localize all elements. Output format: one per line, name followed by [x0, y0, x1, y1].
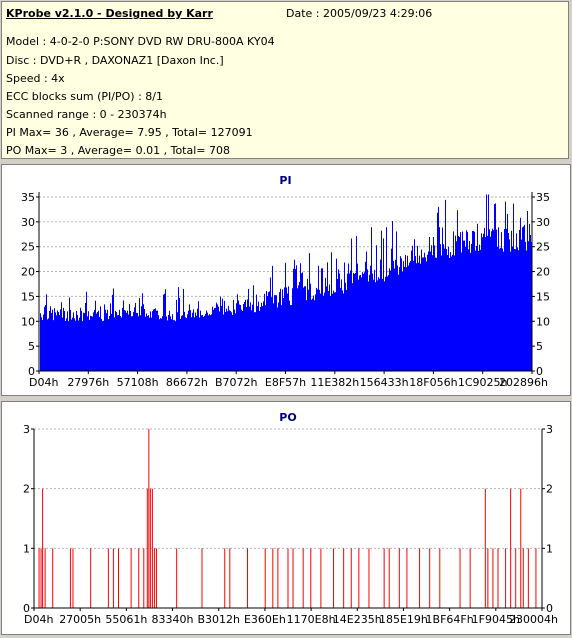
info-model: Model : 4-0-2-0 P:SONY DVD RW DRU-800A K…: [6, 35, 275, 48]
pi-series: [40, 194, 532, 371]
scan-date: Date : 2005/09/23 4:29:06: [286, 7, 433, 20]
x-tick-label: D04h: [24, 613, 53, 626]
y-tick-label-right: 10: [536, 315, 550, 328]
x-tick-label: D04h: [29, 376, 58, 389]
y-tick-label-right: 5: [536, 340, 543, 353]
x-tick-label: 1C9025h: [458, 376, 508, 389]
x-tick-label: 86672h: [166, 376, 208, 389]
x-tick-label: 57108h: [117, 376, 159, 389]
x-tick-label: 18F056h: [409, 376, 457, 389]
y-tick-label-left: 20: [21, 266, 35, 279]
y-tick-label-right: 0: [536, 365, 543, 378]
pi-chart: PI 0 0 5 5 10 10 15 15 20 20 25 25 30 30 35 35 D04h 27976h…: [21, 174, 550, 389]
y-tick-label-right: 15: [536, 290, 550, 303]
y-tick-label-right: 0: [546, 602, 553, 615]
y-tick-label-left: 5: [28, 340, 35, 353]
y-tick-label-right: 25: [536, 241, 550, 254]
x-tick-label: 185E19h: [379, 613, 428, 626]
info-speed: Speed : 4x: [6, 72, 65, 85]
x-tick-label: 27976h: [67, 376, 109, 389]
x-tick-label: 1F9045h: [472, 613, 520, 626]
x-tick-label: 11E382h: [310, 376, 359, 389]
x-tick-label: E8F57h: [265, 376, 306, 389]
y-tick-label-left: 0: [28, 365, 35, 378]
y-tick-label-left: 15: [21, 290, 35, 303]
chart-title: PI: [279, 174, 291, 187]
x-tick-label: 156433h: [360, 376, 409, 389]
y-tick-label-left: 30: [21, 216, 35, 229]
x-tick-label: 14E235h: [333, 613, 382, 626]
y-tick-label-left: 1: [23, 542, 30, 555]
app-title: KProbe v2.1.0 - Designed by Karr: [6, 7, 213, 20]
x-tick-label: 1BF64Fh: [426, 613, 474, 626]
info-po: PO Max= 3 , Average= 0.01 , Total= 708: [6, 144, 230, 157]
x-tick-label: B7072h: [215, 376, 258, 389]
info-pi: PI Max= 36 , Average= 7.95 , Total= 1270…: [6, 126, 253, 139]
info-ecc: ECC blocks sum (PI/PO) : 8/1: [6, 90, 163, 103]
y-tick-label-left: 3: [23, 423, 30, 436]
x-tick-label: B3012h: [197, 613, 240, 626]
y-tick-label-left: 2: [23, 483, 30, 496]
y-tick-label-right: 3: [546, 423, 553, 436]
info-panel: KProbe v2.1.0 - Designed by Karr Date : …: [1, 1, 569, 159]
chart-title: PO: [279, 411, 296, 424]
po-series: [38, 429, 537, 608]
y-tick-label-left: 25: [21, 241, 35, 254]
info-disc: Disc : DVD+R , DAXONAZ1 [Daxon Inc.]: [6, 54, 224, 67]
y-tick-label-right: 20: [536, 266, 550, 279]
po-chart-panel: PO 0 0 1 1 2 2 3 3 D04h 27005h 55061h 83340h B3012h E3…: [1, 401, 571, 635]
y-tick-label-right: 30: [536, 216, 550, 229]
y-tick-label-left: 35: [21, 191, 35, 204]
x-tick-label: E360Eh: [244, 613, 286, 626]
info-range: Scanned range : 0 - 230374h: [6, 108, 167, 121]
pi-chart-panel: PI 0 0 5 5 10 10 15 15 20 20 25 25 30 30 35 35 D04h 27976h…: [1, 164, 571, 396]
y-tick-label-right: 35: [536, 191, 550, 204]
x-tick-label: 27005h: [59, 613, 101, 626]
y-tick-label-left: 0: [23, 602, 30, 615]
x-tick-label: 83340h: [152, 613, 194, 626]
po-chart: PO 0 0 1 1 2 2 3 3 D04h 27005h 55061h 83340h B3012h E3…: [23, 411, 558, 626]
x-tick-label: 230004h: [509, 613, 558, 626]
y-tick-label-left: 10: [21, 315, 35, 328]
x-tick-label: 1170E8h: [287, 613, 336, 626]
x-tick-label: 202896h: [499, 376, 548, 389]
x-tick-label: 55061h: [105, 613, 147, 626]
y-tick-label-right: 1: [546, 542, 553, 555]
y-tick-label-right: 2: [546, 483, 553, 496]
